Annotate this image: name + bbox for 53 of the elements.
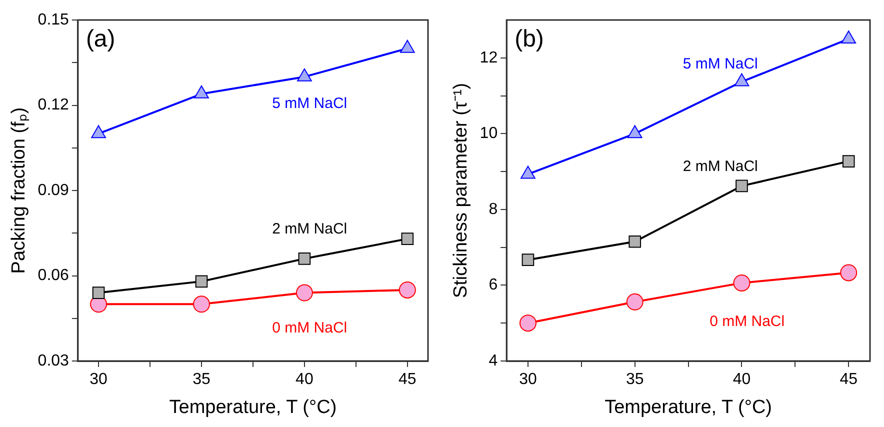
point (522, 254, 534, 266)
y-tick-label: 12 (480, 49, 498, 66)
point (842, 155, 855, 168)
point (195, 275, 208, 288)
y-tick-label: 4 (488, 352, 498, 370)
point (520, 166, 536, 179)
annotation: (a) (86, 26, 116, 53)
y-tick-label: 10 (480, 125, 498, 142)
x-tick-label: 40 (732, 371, 751, 388)
y-tick-label: 0.12 (38, 96, 70, 114)
series-label: 2 mM NaCl (272, 220, 348, 238)
point (401, 232, 414, 245)
x-tick-label: 35 (192, 371, 210, 388)
point (841, 30, 856, 44)
x-tick-label: 40 (296, 371, 314, 388)
point (91, 125, 106, 138)
x-tick-label: 45 (398, 371, 416, 388)
annotation: (b) (514, 26, 544, 53)
point (736, 180, 748, 192)
series-label: 5 mM NaCl (272, 95, 348, 112)
point (840, 264, 858, 282)
series-label: 2 mM NaCl (682, 158, 758, 176)
y-tick-label: 0.15 (38, 11, 70, 28)
point (398, 281, 416, 298)
y-axis-title: Packing fraction (fₚ) (8, 107, 30, 274)
x-tick-label: 30 (90, 371, 108, 388)
y-tick-label: 6 (488, 276, 498, 294)
x-tick-label: 30 (519, 371, 537, 388)
point (733, 274, 750, 292)
series-label: 0 mM NaCl (710, 313, 785, 330)
point (297, 68, 312, 82)
point (628, 235, 642, 248)
x-axis-title: Temperature, T (°C) (169, 396, 337, 418)
x-axis-title: Temperature, T (°C) (604, 396, 772, 418)
point (192, 296, 210, 313)
x-tick-label: 35 (626, 371, 644, 388)
y-tick-label: 0.03 (38, 352, 70, 370)
point (627, 125, 642, 138)
point (400, 40, 415, 53)
point (92, 286, 105, 299)
point (296, 284, 313, 302)
y-axis-title: Stickiness parameter (τ⁻¹) (450, 82, 472, 298)
point (298, 252, 311, 265)
y-tick-label: 8 (488, 200, 498, 218)
y-tick-label: 0.06 (38, 267, 70, 284)
point (194, 85, 209, 98)
point (519, 314, 536, 332)
point (734, 73, 750, 86)
series-label: 0 mM NaCl (272, 319, 348, 336)
x-tick-label: 45 (840, 371, 858, 388)
point (626, 293, 644, 310)
series-label: 5 mM NaCl (682, 55, 758, 72)
y-tick-label: 0.09 (38, 182, 70, 199)
